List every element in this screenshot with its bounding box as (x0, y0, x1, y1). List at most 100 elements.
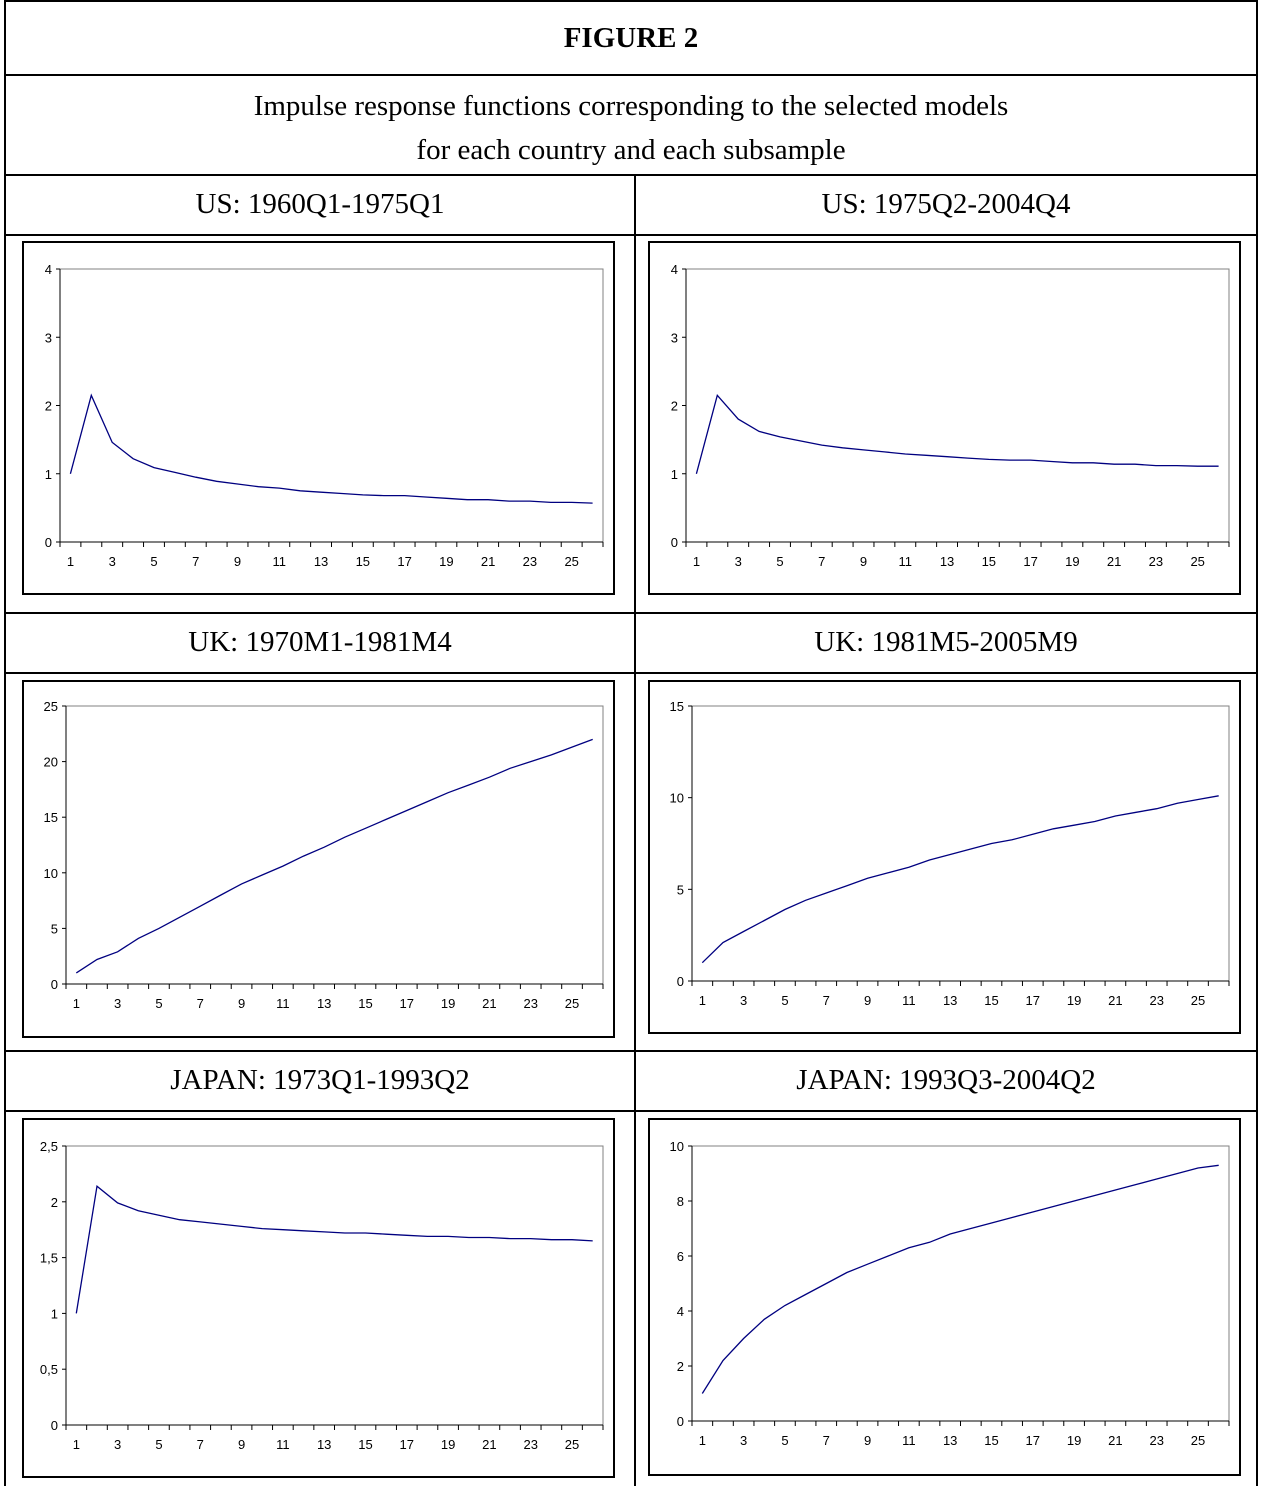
divider (4, 234, 1258, 236)
x-tick-label: 3 (735, 554, 742, 569)
y-tick-label: 4 (671, 262, 678, 277)
x-tick-label: 5 (781, 993, 788, 1008)
x-tick-label: 5 (155, 1437, 162, 1452)
x-tick-label: 11 (276, 1437, 290, 1452)
y-tick-label: 3 (671, 330, 678, 345)
figure-title: FIGURE 2 (563, 22, 699, 54)
y-tick-label: 4 (45, 262, 52, 277)
x-tick-label: 3 (109, 554, 116, 569)
x-tick-label: 9 (864, 1433, 871, 1448)
x-tick-label: 23 (1149, 554, 1163, 569)
y-tick-label: 1 (671, 467, 678, 482)
x-tick-label: 13 (943, 993, 957, 1008)
x-tick-label: 15 (356, 554, 370, 569)
x-tick-label: 19 (441, 996, 455, 1011)
divider (4, 1110, 1258, 1112)
x-tick-label: 23 (1149, 993, 1163, 1008)
x-tick-label: 3 (114, 996, 121, 1011)
y-tick-label: 5 (677, 882, 684, 897)
x-tick-label: 9 (864, 993, 871, 1008)
x-tick-label: 7 (197, 1437, 204, 1452)
y-tick-label: 4 (677, 1304, 684, 1319)
x-tick-label: 15 (984, 993, 998, 1008)
y-tick-label: 0,5 (40, 1362, 58, 1377)
x-tick-label: 17 (400, 1437, 414, 1452)
x-tick-label: 19 (441, 1437, 455, 1452)
x-tick-label: 5 (150, 554, 157, 569)
x-tick-label: 15 (358, 996, 372, 1011)
x-tick-label: 15 (984, 1433, 998, 1448)
x-tick-label: 25 (1191, 993, 1205, 1008)
x-tick-label: 25 (1190, 554, 1204, 569)
x-tick-label: 1 (67, 554, 74, 569)
chart-border (22, 241, 615, 595)
divider (4, 612, 1258, 614)
column-divider (634, 174, 636, 1486)
series-line (701, 1164, 1219, 1394)
x-tick-label: 17 (400, 996, 414, 1011)
x-tick-label: 5 (155, 996, 162, 1011)
y-tick-label: 0 (51, 1418, 58, 1433)
y-tick-label: 10 (44, 866, 58, 881)
x-tick-label: 23 (523, 554, 537, 569)
chart-border (22, 680, 615, 1038)
x-tick-label: 11 (276, 996, 290, 1011)
x-tick-label: 11 (899, 554, 913, 569)
panel-title-us-1: US: 1960Q1-1975Q1 (195, 188, 445, 220)
x-tick-label: 19 (1067, 993, 1081, 1008)
x-tick-label: 13 (943, 1433, 957, 1448)
x-tick-label: 13 (940, 554, 954, 569)
x-tick-label: 25 (565, 996, 579, 1011)
x-tick-label: 19 (1067, 1433, 1081, 1448)
y-tick-label: 0 (51, 977, 58, 992)
x-tick-label: 7 (192, 554, 199, 569)
x-tick-label: 1 (699, 1433, 706, 1448)
series-line (695, 393, 1219, 474)
panel-title-japan-1: JAPAN: 1973Q1-1993Q2 (170, 1064, 470, 1096)
x-tick-label: 13 (314, 554, 328, 569)
divider (4, 1050, 1258, 1052)
y-tick-label: 2 (677, 1359, 684, 1374)
x-tick-label: 25 (564, 554, 578, 569)
y-tick-label: 6 (677, 1249, 684, 1264)
x-tick-label: 21 (482, 1437, 496, 1452)
x-tick-label: 21 (1108, 993, 1122, 1008)
x-tick-label: 3 (114, 1437, 121, 1452)
x-tick-label: 15 (982, 554, 996, 569)
y-tick-label: 15 (670, 699, 684, 714)
x-tick-label: 21 (1108, 1433, 1122, 1448)
chart-border (648, 1118, 1241, 1476)
x-tick-label: 17 (1023, 554, 1037, 569)
figure-table (4, 0, 1258, 1486)
x-tick-label: 19 (439, 554, 453, 569)
y-tick-label: 2,5 (40, 1139, 58, 1154)
chart-border (22, 1118, 615, 1478)
x-tick-label: 1 (693, 554, 700, 569)
divider (4, 174, 1258, 176)
x-tick-label: 17 (1026, 1433, 1040, 1448)
x-tick-label: 17 (397, 554, 411, 569)
x-tick-label: 1 (73, 996, 80, 1011)
y-tick-label: 3 (45, 330, 52, 345)
figure-caption-line1: Impulse response functions corresponding… (253, 90, 1009, 122)
series-line (75, 738, 593, 974)
divider (4, 74, 1258, 76)
y-tick-label: 20 (44, 755, 58, 770)
x-tick-label: 25 (565, 1437, 579, 1452)
x-tick-label: 1 (73, 1437, 80, 1452)
x-tick-label: 7 (823, 1433, 830, 1448)
x-tick-label: 5 (776, 554, 783, 569)
series-line (69, 393, 593, 504)
x-tick-label: 9 (234, 554, 241, 569)
y-tick-label: 15 (44, 810, 58, 825)
y-tick-label: 1 (51, 1306, 58, 1321)
panel-title-uk-1: UK: 1970M1-1981M4 (188, 626, 452, 658)
x-tick-label: 7 (818, 554, 825, 569)
x-tick-label: 21 (482, 996, 496, 1011)
panel-title-uk-2: UK: 1981M5-2005M9 (814, 626, 1078, 658)
x-tick-label: 7 (823, 993, 830, 1008)
x-tick-label: 3 (740, 1433, 747, 1448)
